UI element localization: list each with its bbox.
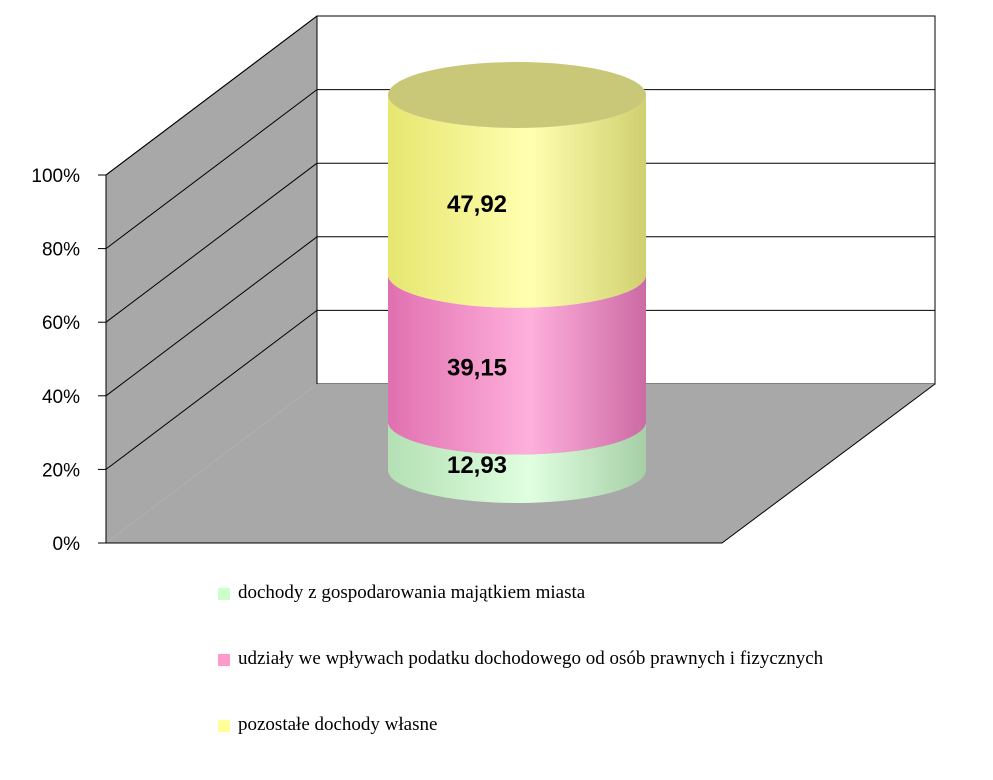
stacked-cylinder: [388, 62, 646, 503]
y-tick-label: 20%: [42, 460, 80, 481]
y-axis: 0% 20% 40% 60% 80% 100%: [31, 166, 106, 555]
cylinder-segment-2: [388, 274, 646, 455]
y-tick-label: 0%: [53, 534, 81, 555]
cylinder-segment-1: [388, 421, 646, 503]
cylinder-segment-3: [388, 95, 646, 308]
chart-floor-outline: [106, 383, 936, 544]
y-tick-label: 100%: [31, 166, 80, 187]
gridline-side: [105, 89, 318, 249]
legend-label-1: dochody z gospodarowania majątkiem miast…: [238, 582, 586, 603]
chart-area: 0% 20% 40% 60% 80% 100% 12,93 39,15 47,92: [31, 15, 936, 555]
legend-label-2: udziały we wpływach podatku dochodowego …: [238, 648, 824, 669]
y-tick-label: 80%: [42, 240, 80, 261]
y-tick-label: 40%: [42, 387, 80, 408]
data-label-3: 47,92: [447, 191, 507, 218]
gridline-side: [105, 236, 318, 397]
gridline-side: [105, 310, 318, 470]
data-label-1: 12,93: [447, 452, 507, 479]
legend-label-3: pozostałe dochody własne: [238, 714, 438, 735]
legend-swatch-2: [218, 654, 230, 666]
chart-side-wall: [106, 16, 317, 543]
cylinder-top-cap: [388, 62, 646, 128]
y-tick-label: 60%: [42, 313, 80, 334]
legend-swatch-1: [218, 588, 230, 600]
data-label-2: 39,15: [447, 354, 507, 381]
gridline-side: [105, 162, 318, 323]
legend-swatch-3: [218, 720, 230, 732]
data-labels: 12,93 39,15 47,92: [447, 191, 507, 479]
